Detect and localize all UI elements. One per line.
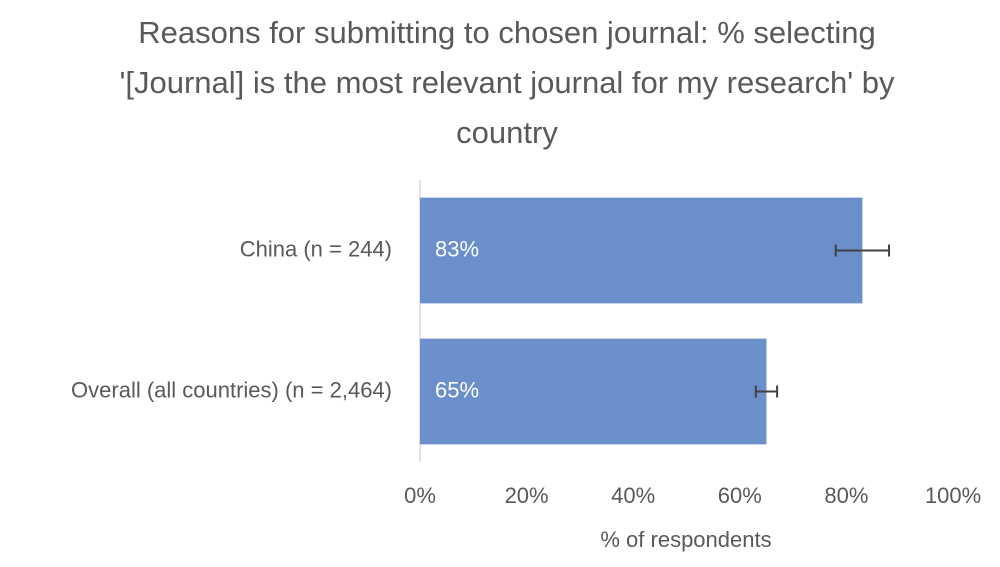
- bar: [420, 338, 767, 445]
- x-axis-label: % of respondents: [600, 527, 771, 552]
- x-tick-label: 40%: [611, 483, 655, 508]
- y-tick-label: Overall (all countries) (n = 2,464): [71, 377, 392, 402]
- error-bar: [834, 244, 891, 257]
- value-label: 83%: [435, 236, 479, 261]
- x-tick-label: 80%: [824, 483, 868, 508]
- error-bar: [754, 385, 779, 398]
- x-tick-label: 20%: [505, 483, 549, 508]
- y-tick-label: China (n = 244): [240, 236, 392, 261]
- x-tick-label: 0%: [404, 483, 436, 508]
- x-tick-label: 100%: [925, 483, 981, 508]
- value-label: 65%: [435, 377, 479, 402]
- bar: [420, 197, 863, 304]
- chart-title: Reasons for submitting to chosen journal…: [119, 15, 895, 150]
- x-tick-label: 60%: [718, 483, 762, 508]
